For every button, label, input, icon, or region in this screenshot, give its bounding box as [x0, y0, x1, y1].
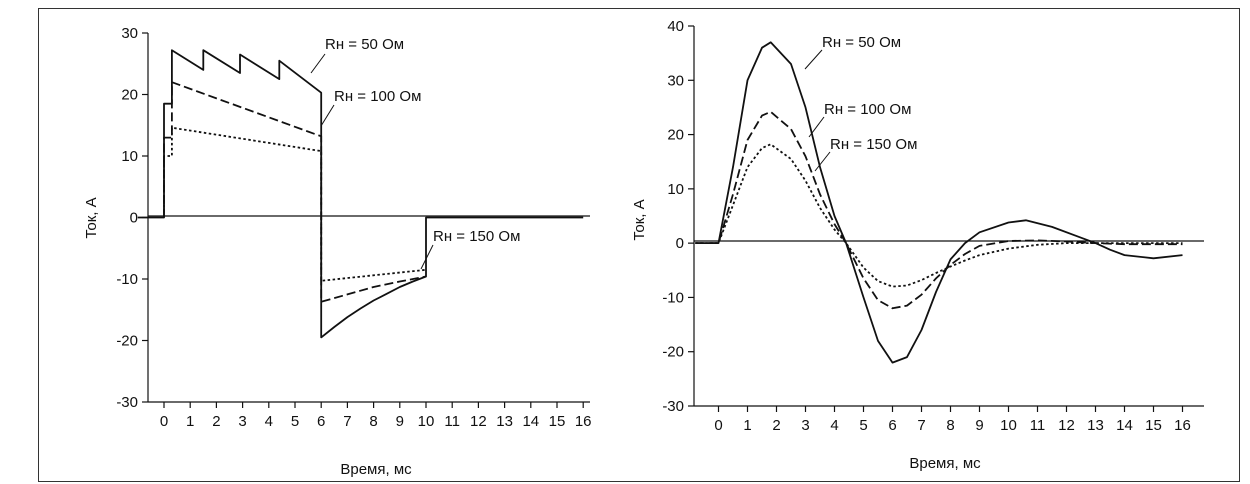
annotation-leaders: [804, 49, 831, 172]
x-tick-label: 11: [444, 413, 460, 430]
annotation-100: Rн = 100 Ом: [824, 101, 911, 118]
y-tick-label: 0: [130, 210, 138, 227]
x-axis-title: Время, мс: [340, 461, 412, 478]
x-tick-label: 7: [917, 417, 925, 434]
leader-50: [310, 53, 326, 74]
x-tick-label: 0: [160, 413, 168, 430]
annotation-50: Rн = 50 Ом: [325, 36, 404, 53]
y-tick-label: 10: [121, 148, 138, 165]
series-line-solid: [695, 41, 1183, 364]
annotation-50: Rн = 50 Ом: [822, 34, 901, 51]
x-tick-label: 13: [496, 413, 513, 430]
x-tick-label: 13: [1087, 417, 1104, 434]
x-tick-label: 9: [975, 417, 983, 434]
series-line-dotted: [163, 126, 427, 282]
y-ticks: 30 20 10 0 -10 -20 -30: [116, 25, 148, 411]
x-tick-label: 2: [772, 417, 780, 434]
series-line-dashed: [695, 110, 1183, 310]
x-ticks: 0 1 2 3 4 5 6 7 8 9 10 11 12 13 14 15 16: [160, 402, 592, 430]
x-tick-label: 14: [1116, 417, 1133, 434]
y-tick-label: -30: [116, 394, 138, 411]
x-ticks: 0 1 2 3 4 5 6 7 8 9 10 11 12 13 14 15 16: [714, 406, 1191, 434]
x-tick-label: 8: [946, 417, 954, 434]
y-tick-label: 20: [121, 87, 138, 104]
y-tick-label: -20: [116, 333, 138, 350]
leader-50: [804, 49, 823, 70]
x-tick-label: 11: [1030, 417, 1046, 434]
x-tick-label: 3: [801, 417, 809, 434]
x-tick-label: 1: [743, 417, 751, 434]
series-line-dashed: [163, 81, 427, 303]
x-tick-label: 4: [830, 417, 838, 434]
figure-frame: [38, 8, 1240, 482]
y-axis-title: Ток, А: [83, 197, 100, 238]
x-tick-label: 4: [265, 413, 273, 430]
leader-150: [420, 244, 434, 270]
y-tick-label: -30: [662, 398, 684, 415]
x-tick-label: 16: [1174, 417, 1191, 434]
x-tick-label: 16: [575, 413, 592, 430]
y-tick-label: 10: [667, 181, 684, 198]
y-axis-title: Ток, А: [631, 199, 648, 240]
x-tick-label: 8: [369, 413, 377, 430]
x-tick-label: 5: [859, 417, 867, 434]
leader-100: [808, 116, 825, 138]
annotation-leaders: [310, 53, 434, 270]
x-tick-label: 0: [714, 417, 722, 434]
y-tick-label: -10: [116, 271, 138, 288]
x-tick-label: 5: [291, 413, 299, 430]
x-tick-label: 1: [186, 413, 194, 430]
x-tick-label: 3: [238, 413, 246, 430]
x-tick-label: 10: [418, 413, 435, 430]
y-tick-label: -20: [662, 344, 684, 361]
annotation-150: Rн = 150 Ом: [830, 136, 917, 153]
series-line-dotted: [695, 143, 1183, 288]
series-group: [695, 41, 1183, 364]
y-tick-label: 40: [667, 18, 684, 35]
y-tick-label: 20: [667, 127, 684, 144]
x-tick-label: 6: [317, 413, 325, 430]
x-tick-label: 10: [1000, 417, 1017, 434]
annotation-100: Rн = 100 Ом: [334, 88, 421, 105]
y-tick-label: 30: [667, 72, 684, 89]
x-tick-label: 2: [212, 413, 220, 430]
x-tick-label: 15: [1145, 417, 1162, 434]
x-tick-label: 15: [549, 413, 566, 430]
leader-150: [814, 151, 831, 172]
y-tick-label: 0: [676, 235, 684, 252]
y-ticks: 40 30 20 10 0 -10 -20 -30: [662, 18, 694, 415]
x-tick-label: 6: [888, 417, 896, 434]
leader-100: [320, 104, 335, 127]
x-tick-label: 7: [343, 413, 351, 430]
x-axis-title: Время, мс: [909, 455, 981, 472]
y-tick-label: -10: [662, 289, 684, 306]
x-tick-label: 12: [1058, 417, 1075, 434]
x-tick-label: 9: [396, 413, 404, 430]
series-group: [137, 49, 584, 339]
x-tick-label: 12: [470, 413, 487, 430]
annotation-150: Rн = 150 Ом: [433, 228, 520, 245]
x-tick-label: 14: [522, 413, 539, 430]
y-tick-label: 30: [121, 25, 138, 42]
